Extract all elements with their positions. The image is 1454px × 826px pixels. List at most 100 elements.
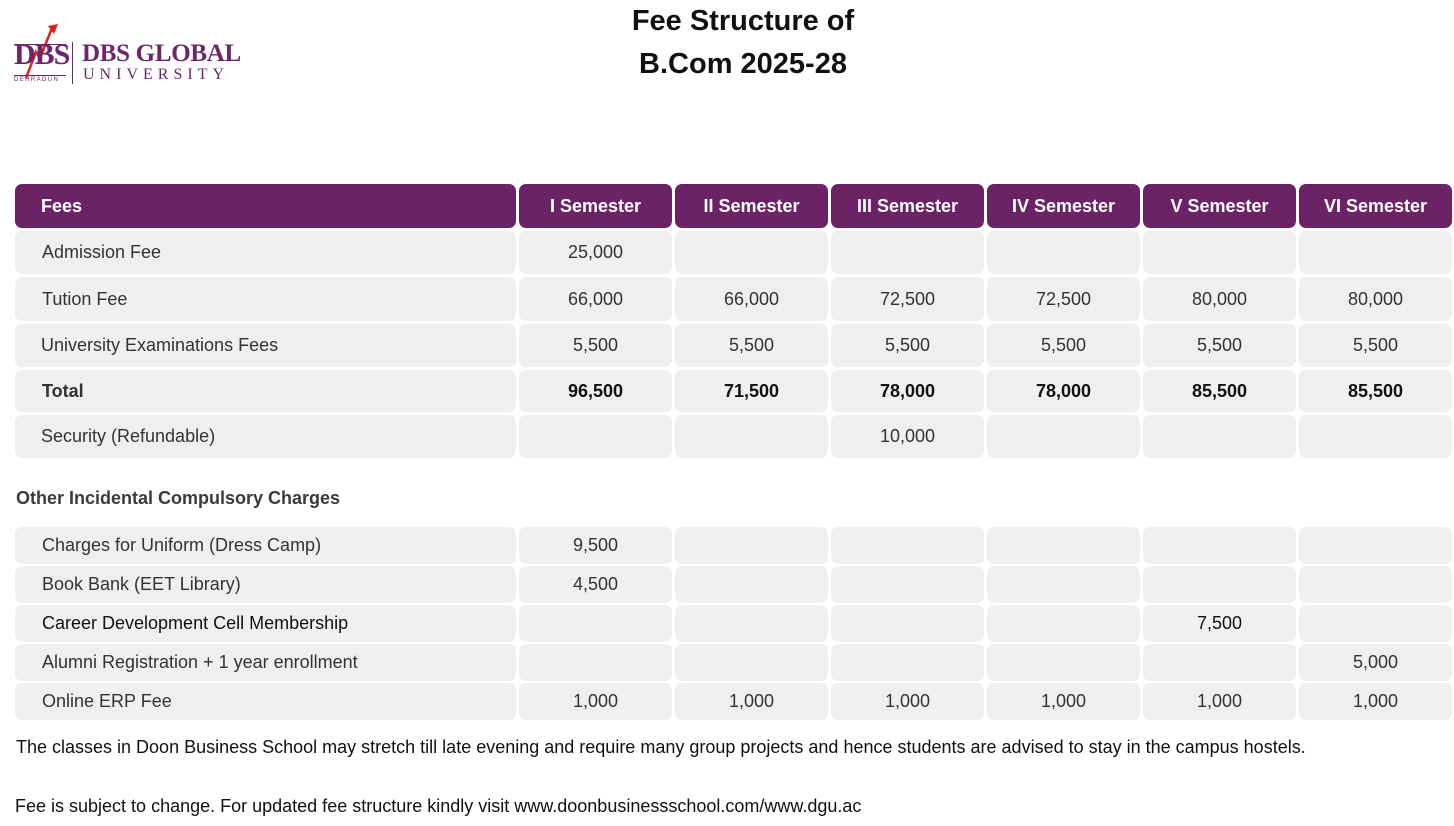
cell-value: 25,000 [519,231,672,274]
cell-value [675,605,828,642]
cell-value: 72,500 [831,277,984,321]
row-label: Total [15,370,516,412]
cell-value [831,566,984,603]
growth-arrow-icon [24,24,58,79]
cell-value: 66,000 [675,277,828,321]
cell-value [1143,566,1296,603]
fee-disclaimer: Fee is subject to change. For updated fe… [15,796,862,816]
cell-value [675,566,828,603]
cell-value [1143,527,1296,564]
header-sem-2: II Semester [675,184,828,228]
cell-value [675,415,828,458]
cell-value [1299,605,1452,642]
cell-value: 66,000 [519,277,672,321]
table-row-security: Security (Refundable) 10,000 [15,415,1452,458]
row-label: Security (Refundable) [15,415,516,458]
table-row-alumni: Alumni Registration + 1 year enrollment … [15,644,1452,681]
table-row-erp: Online ERP Fee 1,000 1,000 1,000 1,000 1… [15,683,1452,720]
logo-mark-lines [14,44,66,76]
cell-value [831,527,984,564]
cell-value: 1,000 [1143,683,1296,720]
row-label: Admission Fee [15,231,516,274]
cell-value: 5,500 [1299,324,1452,367]
cell-value [831,231,984,274]
cell-value [1299,527,1452,564]
university-logo: DBS DEHRADUN DBS GLOBAL UNIVERSITY [12,22,241,86]
title-line2: B.Com 2025-28 [639,48,847,80]
row-label: Online ERP Fee [15,683,516,720]
table-row-admission: Admission Fee 25,000 [15,231,1452,274]
cell-value: 10,000 [831,415,984,458]
logo-divider [72,42,73,84]
cell-value: 85,500 [1299,370,1452,412]
cell-value [519,605,672,642]
cell-value: 7,500 [1143,605,1296,642]
header-sem-4: IV Semester [987,184,1140,228]
cell-value: 1,000 [1299,683,1452,720]
cell-value [519,415,672,458]
table-row-book-bank: Book Bank (EET Library) 4,500 [15,566,1452,603]
cell-value: 78,000 [987,370,1140,412]
cell-value: 5,500 [987,324,1140,367]
page-title: Fee Structure of B.Com 2025-28 [0,0,1454,86]
logo-name-line1: DBS GLOBAL [82,40,241,67]
title-line1: Fee Structure of [631,5,855,37]
cell-value [675,231,828,274]
hostel-note: The classes in Doon Business School may … [16,737,1306,757]
cell-value [987,605,1140,642]
table-row-career-cell: Career Development Cell Membership 7,500 [15,605,1452,642]
row-label: University Examinations Fees [15,324,516,367]
cell-value [831,644,984,681]
cell-value [987,231,1140,274]
cell-value [987,527,1140,564]
logo-mark: DBS [14,38,70,71]
logo-mark-sub: DEHRADUN [14,77,60,83]
cell-value: 72,500 [987,277,1140,321]
cell-value: 85,500 [1143,370,1296,412]
other-charges-title: Other Incidental Compulsory Charges [16,488,341,508]
table-header-row: Fees I Semester II Semester III Semester… [15,184,1452,228]
cell-value [1299,566,1452,603]
cell-value [1299,415,1452,458]
cell-value: 5,500 [519,324,672,367]
cell-value: 96,500 [519,370,672,412]
fee-table: Fees I Semester II Semester III Semester… [15,184,1452,461]
cell-value [831,605,984,642]
cell-value: 78,000 [831,370,984,412]
cell-value [1143,231,1296,274]
table-row-uniform: Charges for Uniform (Dress Camp) 9,500 [15,527,1452,564]
cell-value: 71,500 [675,370,828,412]
cell-value [987,566,1140,603]
row-label: Tution Fee [15,277,516,321]
cell-value: 5,000 [1299,644,1452,681]
row-label: Career Development Cell Membership [15,605,516,642]
other-charges-table: Charges for Uniform (Dress Camp) 9,500 B… [15,527,1452,722]
table-row-exam: University Examinations Fees 5,500 5,500… [15,324,1452,367]
header-sem-6: VI Semester [1299,184,1452,228]
header-sem-3: III Semester [831,184,984,228]
logo-name-line2: UNIVERSITY [83,66,229,83]
cell-value: 5,500 [1143,324,1296,367]
row-label: Charges for Uniform (Dress Camp) [15,527,516,564]
cell-value: 5,500 [675,324,828,367]
cell-value [1299,231,1452,274]
cell-value: 5,500 [831,324,984,367]
cell-value [675,644,828,681]
cell-value: 9,500 [519,527,672,564]
row-label: Book Bank (EET Library) [15,566,516,603]
cell-value [987,644,1140,681]
cell-value: 1,000 [831,683,984,720]
cell-value: 1,000 [519,683,672,720]
cell-value [1143,415,1296,458]
table-row-tuition: Tution Fee 66,000 66,000 72,500 72,500 8… [15,277,1452,321]
row-label: Alumni Registration + 1 year enrollment [15,644,516,681]
cell-value: 80,000 [1143,277,1296,321]
cell-value: 80,000 [1299,277,1452,321]
cell-value: 1,000 [675,683,828,720]
header-fees: Fees [15,184,516,228]
header-sem-1: I Semester [519,184,672,228]
cell-value: 1,000 [987,683,1140,720]
cell-value [987,415,1140,458]
cell-value [1143,644,1296,681]
cell-value [675,527,828,564]
